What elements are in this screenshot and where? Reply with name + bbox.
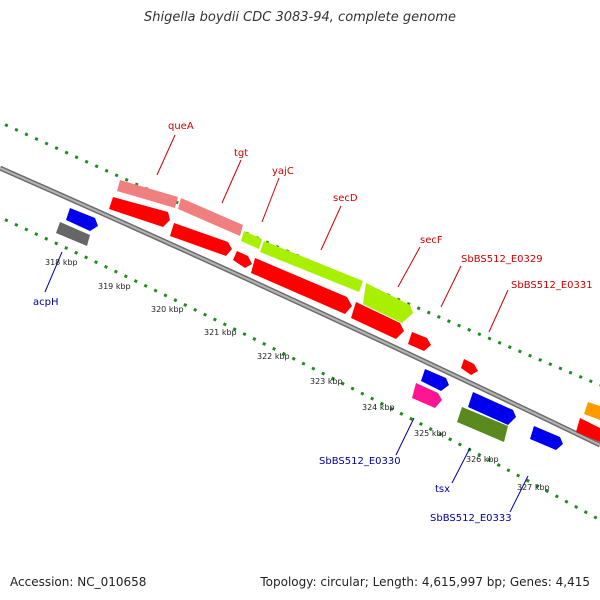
leader-tsx — [451, 447, 471, 484]
label-tgt: tgt — [234, 148, 248, 159]
gene-orange[interactable] — [584, 402, 600, 420]
label-acpH: acpH — [33, 297, 59, 308]
label-SbBS512_E0333: SbBS512_E0333 — [430, 513, 512, 524]
ruler-320: 320 kbp — [151, 305, 184, 314]
gene-red-6[interactable] — [408, 332, 431, 351]
gene-red-2[interactable] — [170, 223, 232, 256]
label-tsx: tsx — [435, 484, 450, 495]
gene-acpH[interactable] — [56, 222, 90, 246]
genome-backbone — [0, 165, 600, 448]
gene-tgt[interactable] — [178, 198, 243, 236]
genome-backbone-highlight — [0, 167, 600, 446]
gene-red-5[interactable] — [351, 302, 404, 339]
label-queA: queA — [168, 121, 194, 132]
label-secD: secD — [333, 193, 358, 204]
gene-secF[interactable] — [363, 283, 413, 323]
ruler-318: 318 kbp — [45, 258, 78, 267]
gene-red-8[interactable] — [576, 418, 600, 442]
leader-SbBS512_E0331 — [488, 289, 509, 333]
gene-SbBS512_E0333[interactable] — [530, 426, 563, 450]
leader-yajC — [261, 177, 280, 223]
ruler-324: 324 kbp — [362, 403, 395, 412]
gene-red-3[interactable] — [233, 251, 252, 268]
gene-blue-2[interactable] — [421, 369, 449, 391]
leader-secD — [320, 205, 342, 251]
ruler-323: 323 kbp — [310, 377, 343, 386]
label-SbBS512_E0329: SbBS512_E0329 — [461, 254, 543, 265]
label-SbBS512_E0330: SbBS512_E0330 — [319, 456, 401, 467]
ruler-326: 326 kbp — [466, 455, 499, 464]
gene-SbBS512_E0330[interactable] — [412, 383, 442, 408]
accession-text: Accession: NC_010658 — [10, 575, 147, 589]
leader-SbBS512_E0329 — [440, 265, 462, 308]
ruler-327: 327 kbp — [517, 483, 550, 492]
leader-SbBS512_E0333 — [509, 475, 529, 513]
ruler-325: 325 kbp — [414, 429, 447, 438]
ruler-322: 322 kbp — [257, 352, 290, 361]
gene-tsx[interactable] — [457, 407, 508, 442]
label-yajC: yajC — [272, 166, 294, 177]
ruler-319: 319 kbp — [98, 282, 131, 291]
label-SbBS512_E0331: SbBS512_E0331 — [511, 280, 593, 291]
gene-red-1[interactable] — [109, 197, 170, 227]
label-secF: secF — [420, 235, 443, 246]
leader-queA — [156, 134, 176, 176]
gene-red-4[interactable] — [251, 258, 352, 314]
leader-secF — [397, 246, 421, 288]
topology-text: Topology: circular; Length: 4,615,997 bp… — [260, 575, 590, 589]
gene-secD[interactable] — [260, 241, 363, 292]
gene-queA[interactable] — [117, 180, 178, 208]
ruler-321: 321 kbp — [204, 328, 237, 337]
leader-tgt — [221, 159, 242, 204]
map-title: Shigella boydii CDC 3083-94, complete ge… — [143, 10, 457, 25]
outer-tick-ring — [0, 120, 600, 387]
gene-red-7[interactable] — [461, 359, 478, 375]
gene-blue-3[interactable] — [468, 392, 516, 425]
leader-acpH — [44, 251, 63, 293]
gene-acpH-blue[interactable] — [66, 208, 98, 231]
leader-SbBS512_E0330 — [395, 417, 415, 456]
gene-yajC[interactable] — [241, 231, 262, 249]
